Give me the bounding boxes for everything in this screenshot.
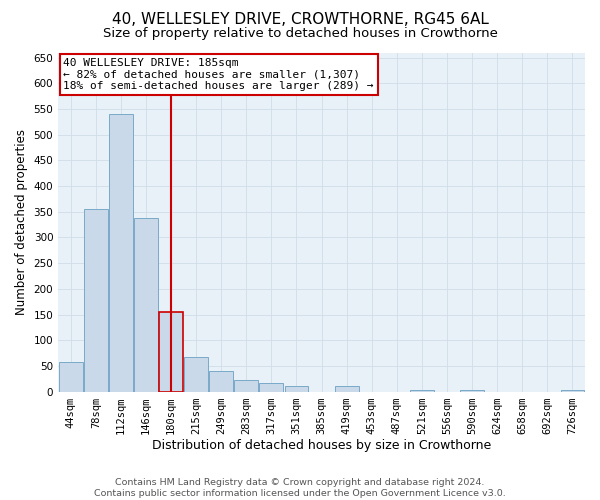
Bar: [159, 312, 183, 392]
Bar: [460, 390, 484, 392]
Bar: [410, 390, 434, 392]
Y-axis label: Number of detached properties: Number of detached properties: [15, 129, 28, 315]
Bar: [284, 386, 308, 392]
Bar: [184, 356, 208, 392]
Bar: [235, 380, 258, 392]
Bar: [134, 218, 158, 392]
Bar: [59, 362, 83, 392]
Text: 40 WELLESLEY DRIVE: 185sqm
← 82% of detached houses are smaller (1,307)
18% of s: 40 WELLESLEY DRIVE: 185sqm ← 82% of deta…: [64, 58, 374, 91]
Bar: [560, 390, 584, 392]
Bar: [109, 114, 133, 392]
X-axis label: Distribution of detached houses by size in Crowthorne: Distribution of detached houses by size …: [152, 440, 491, 452]
Bar: [259, 383, 283, 392]
Text: Contains HM Land Registry data © Crown copyright and database right 2024.
Contai: Contains HM Land Registry data © Crown c…: [94, 478, 506, 498]
Text: 40, WELLESLEY DRIVE, CROWTHORNE, RG45 6AL: 40, WELLESLEY DRIVE, CROWTHORNE, RG45 6A…: [112, 12, 488, 28]
Text: Size of property relative to detached houses in Crowthorne: Size of property relative to detached ho…: [103, 28, 497, 40]
Bar: [209, 371, 233, 392]
Bar: [335, 386, 359, 392]
Bar: [84, 209, 108, 392]
